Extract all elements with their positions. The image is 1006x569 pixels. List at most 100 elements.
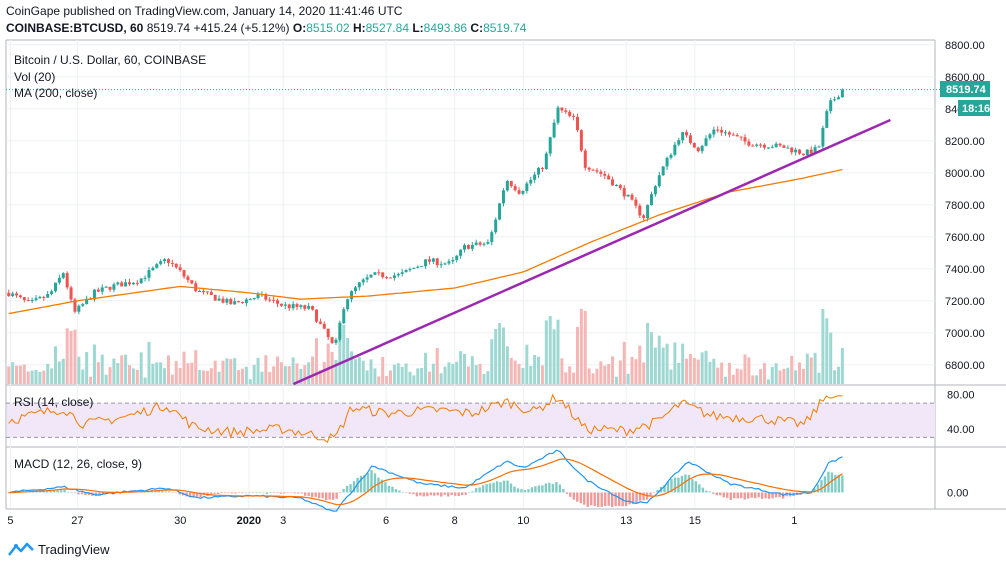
- volume-bar: [794, 370, 798, 384]
- macd-histogram-bar: [286, 492, 289, 493]
- candle-body: [642, 215, 646, 219]
- macd-histogram-bar: [188, 492, 192, 498]
- macd-histogram-bar: [349, 484, 352, 493]
- volume-bar: [548, 315, 552, 384]
- macd-histogram-bar: [248, 492, 251, 493]
- candle-body: [591, 169, 595, 171]
- candle-body: [724, 132, 728, 134]
- volume-bar: [377, 376, 381, 384]
- candle-body: [50, 291, 54, 294]
- candle-body: [509, 181, 513, 187]
- macd-histogram-bar: [241, 492, 244, 494]
- candle-body: [455, 255, 459, 260]
- macd-histogram-bar: [642, 492, 645, 501]
- volume-bar: [708, 361, 712, 384]
- time-tick-label: 1: [791, 515, 797, 527]
- candle-body: [626, 194, 630, 197]
- candle-body: [42, 296, 46, 298]
- volume-bar: [392, 364, 396, 384]
- candle-body: [778, 143, 782, 146]
- macd-histogram-bar: [603, 492, 607, 507]
- macd-histogram-bar: [471, 491, 474, 493]
- volume-bar: [198, 370, 202, 384]
- candle-body: [272, 299, 276, 301]
- volume-bar: [338, 321, 342, 384]
- volume-bar: [248, 379, 252, 384]
- macd-histogram-bar: [269, 492, 272, 493]
- volume-bar: [490, 339, 494, 384]
- volume-bar: [128, 365, 132, 384]
- volume-bar: [770, 366, 774, 384]
- macd-histogram-bar: [77, 492, 80, 495]
- macd-histogram-bar: [412, 492, 415, 495]
- publish-info: CoinGape published on TradingView.com, J…: [6, 4, 403, 18]
- macd-histogram-bar: [234, 492, 237, 494]
- volume-bar: [85, 352, 89, 384]
- macd-histogram-bar: [583, 492, 586, 505]
- volume-bar: [720, 362, 724, 384]
- volume-bar: [809, 357, 813, 384]
- candle-body: [521, 190, 525, 194]
- candle-body: [685, 132, 689, 136]
- chart-title: Bitcoin / U.S. Dollar, 60, COINBASE: [14, 53, 206, 67]
- macd-histogram-bar: [617, 492, 621, 507]
- grid-lines: [5, 39, 1006, 510]
- tradingview-footer[interactable]: TradingView: [8, 541, 110, 557]
- macd-histogram-bar: [586, 492, 589, 507]
- candle-body: [759, 144, 763, 146]
- macd-histogram-bar: [244, 491, 248, 493]
- candle-body: [15, 293, 19, 296]
- macd-histogram-bar: [356, 477, 359, 493]
- volume-bar: [104, 374, 108, 384]
- rsi-tick-label: 40.00: [947, 424, 975, 436]
- macd-histogram-bar: [544, 483, 548, 493]
- volume-bar: [190, 362, 194, 384]
- macd-histogram-bar: [297, 492, 300, 494]
- time-axis[interactable]: 5 27 30 2020 3 6 8 10 13 15 1: [7, 515, 797, 527]
- volume-bar: [26, 371, 30, 384]
- candle-body: [104, 286, 108, 288]
- volume-bar: [400, 366, 404, 384]
- time-tick-label: 27: [71, 515, 83, 527]
- candle-body: [790, 147, 794, 153]
- volume-bar: [42, 370, 46, 384]
- candle-body: [7, 292, 11, 296]
- candle-body: [525, 183, 529, 191]
- macd-histogram-bar: [14, 491, 17, 493]
- candle-body: [217, 298, 221, 301]
- candle-body: [190, 280, 194, 284]
- candle-body: [801, 153, 805, 156]
- volume-bar: [50, 368, 54, 384]
- volume-bar: [7, 366, 11, 384]
- volume-bar: [540, 365, 544, 384]
- volume-bar: [439, 373, 443, 384]
- macd-histogram-bar: [408, 492, 412, 494]
- price-axis[interactable]: 6800.00 7000.00 7200.00 7400.00 7600.00 7800.…: [945, 40, 985, 500]
- tradingview-logo-icon: [8, 542, 34, 556]
- volume-bar: [186, 363, 190, 384]
- volume-bar: [427, 371, 431, 384]
- candle-body: [649, 194, 653, 206]
- candle-body: [751, 145, 755, 147]
- volume-bar: [268, 371, 272, 384]
- candle-body: [287, 304, 291, 309]
- volume-bar: [108, 367, 112, 384]
- macd-histogram-bar: [178, 492, 181, 495]
- trend-line[interactable]: [292, 118, 891, 386]
- volume-bar: [217, 371, 221, 384]
- volume-bar: [15, 365, 19, 384]
- candle-body: [548, 137, 552, 154]
- candle-body: [603, 173, 607, 176]
- candle-body: [268, 299, 272, 301]
- volume-bar: [762, 363, 766, 384]
- macd-histogram-bar: [834, 475, 837, 493]
- volume-bar: [73, 329, 77, 384]
- macd-histogram-bar: [213, 492, 216, 494]
- price-change: +415.24 (+5.12%): [193, 21, 290, 35]
- macd-histogram-bar: [450, 492, 453, 495]
- candle-body: [116, 282, 120, 285]
- candle-body: [166, 259, 170, 263]
- candle-body: [478, 242, 482, 245]
- macd-histogram-bar: [307, 492, 310, 496]
